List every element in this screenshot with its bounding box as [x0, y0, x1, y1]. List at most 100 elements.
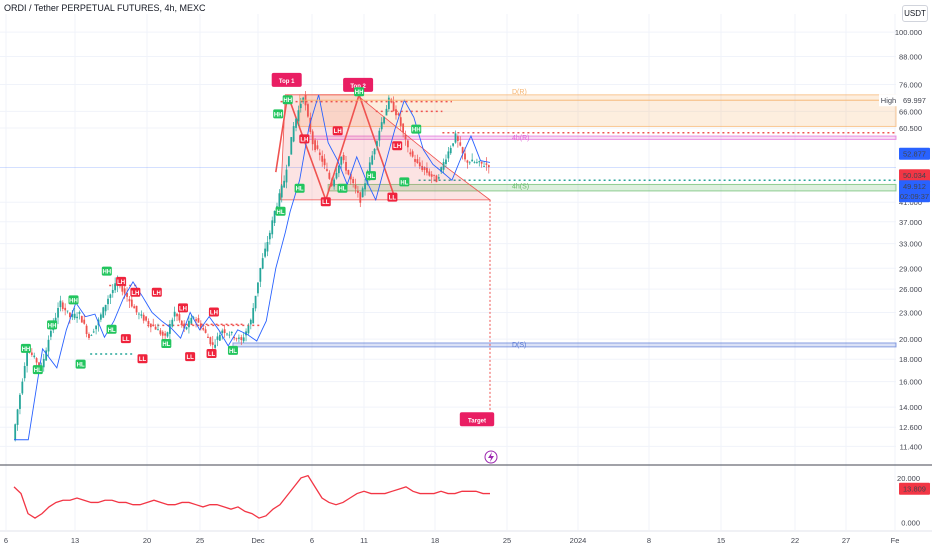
marker-lh-box	[130, 287, 141, 297]
candle-body	[154, 326, 157, 330]
candle	[487, 164, 490, 174]
candle-body	[71, 313, 74, 317]
candle	[83, 314, 86, 325]
high-value: 69.997	[903, 96, 926, 105]
candle-body	[464, 153, 466, 160]
candle-body	[307, 104, 309, 117]
candle	[454, 130, 457, 144]
candle-body	[411, 151, 414, 157]
candle	[307, 102, 309, 118]
candle	[461, 146, 464, 160]
marker-lh: LH	[300, 137, 308, 143]
candle	[90, 334, 93, 337]
candle	[473, 160, 476, 164]
candle-body	[442, 162, 445, 170]
candle-body	[45, 350, 48, 361]
candle	[109, 293, 112, 305]
candle-body	[197, 318, 200, 323]
candle	[345, 155, 347, 175]
y-tick-label: 37.000	[899, 218, 922, 227]
candle-body	[471, 159, 474, 162]
candle	[416, 154, 419, 164]
x-tick-label: Fe	[891, 536, 900, 545]
candle	[397, 112, 400, 117]
candle	[290, 136, 293, 155]
candle	[59, 295, 62, 312]
marker-hl: HL	[277, 210, 285, 216]
candle-body	[214, 344, 217, 348]
candle-body	[49, 330, 52, 337]
candle	[73, 307, 76, 320]
candle	[471, 153, 474, 162]
candle	[242, 332, 245, 343]
candle-body	[178, 314, 181, 321]
candle	[354, 178, 357, 194]
candle	[483, 161, 485, 168]
candle-body	[287, 156, 290, 166]
candle	[342, 152, 345, 164]
swing-markers: HH HH HH HH LH LH LH LH LH HL HL HL LL LL HL LL LL HL HH HH…	[20, 87, 422, 375]
candle-body	[149, 323, 152, 328]
candle	[147, 318, 150, 328]
rsi-pane: 20.000 0.000 13.809	[13, 474, 930, 528]
candle	[166, 331, 169, 338]
candle	[318, 148, 321, 161]
rsi-line	[13, 474, 490, 519]
marker-hl: HL	[296, 187, 304, 193]
x-tick-label: 6	[310, 536, 314, 545]
candle	[149, 323, 152, 333]
candle-body	[409, 152, 412, 155]
candle-body	[69, 312, 71, 317]
candle	[423, 166, 426, 176]
candle	[154, 324, 157, 330]
top1-label: Top 1	[279, 79, 295, 85]
chart-header-title: ORDI / Tether PERPETUAL FUTURES, 4h, MEX…	[4, 3, 206, 13]
target-label: Target	[468, 418, 486, 424]
candle	[399, 111, 402, 132]
candle	[61, 300, 64, 312]
currency-unit-button[interactable]: USDT	[902, 5, 928, 22]
candle	[42, 353, 45, 372]
zone-label: 4h(R)	[512, 135, 530, 142]
candle	[466, 159, 469, 169]
lightning-icon-bolt[interactable]	[488, 452, 494, 462]
candle-body	[309, 117, 312, 132]
y-tick-label: 33.000	[899, 240, 922, 249]
candle	[428, 168, 431, 177]
candle	[430, 171, 433, 184]
candle	[376, 139, 378, 151]
candle	[411, 149, 414, 158]
candle	[157, 323, 159, 331]
marker-hl: HL	[108, 328, 116, 334]
marker-lh-box	[299, 134, 310, 144]
candle-body	[152, 324, 155, 326]
candle-body	[299, 103, 302, 109]
candle-body	[26, 351, 28, 366]
y-tick-label: 100.000	[895, 28, 922, 37]
marker-hh-box	[68, 295, 79, 305]
candle-body	[83, 319, 86, 324]
candle	[23, 362, 26, 382]
x-tick-label: 20	[143, 536, 151, 545]
candle	[188, 315, 190, 334]
marker-hh-box	[411, 124, 422, 134]
y-tick-label: 29.000	[899, 264, 922, 273]
candle	[480, 161, 483, 168]
marker-ll: LL	[389, 196, 397, 202]
marker-hl: HL	[338, 187, 346, 193]
candle	[340, 156, 343, 169]
candle-body	[35, 358, 38, 363]
candle-body	[330, 179, 333, 186]
lightning-icon[interactable]	[484, 450, 498, 464]
candle	[373, 148, 376, 160]
high-value-bg	[899, 94, 930, 107]
candle-body	[257, 282, 259, 294]
candle-body	[421, 165, 424, 171]
candle	[380, 117, 383, 132]
candle-body	[416, 159, 419, 164]
candle-body	[392, 101, 395, 112]
candle-body	[449, 147, 452, 154]
y-tick-label: 14.000	[899, 403, 922, 412]
y-tick-label: 41.000	[899, 198, 922, 207]
